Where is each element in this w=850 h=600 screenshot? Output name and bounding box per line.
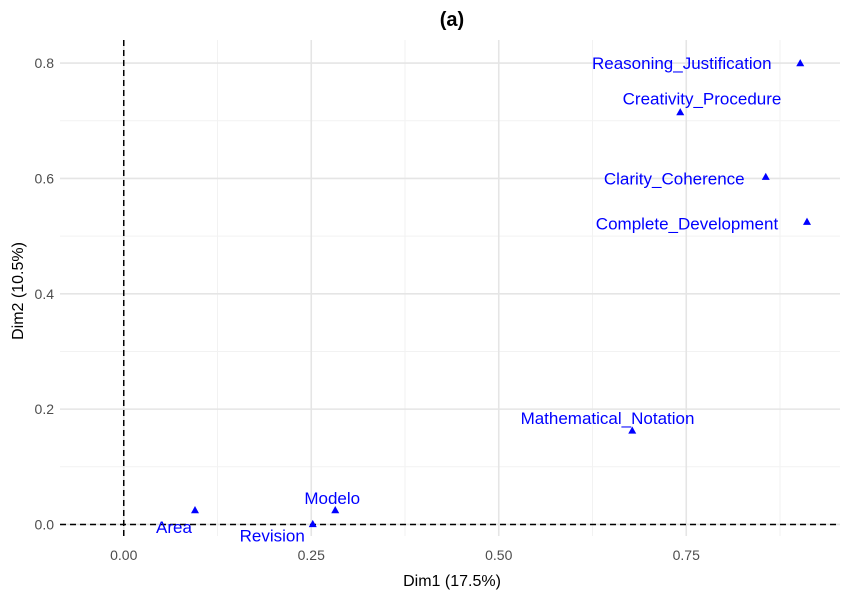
x-axis-title: Dim1 (17.5%) <box>403 573 501 590</box>
point-marker <box>676 108 685 116</box>
point-marker <box>191 506 199 514</box>
reference-lines <box>60 40 840 536</box>
point-marker <box>761 172 770 180</box>
y-tick-label: 0.4 <box>35 286 55 302</box>
point-label: Modelo <box>304 489 360 508</box>
point-labels: Reasoning_Justification Creativity_Proced… <box>156 54 781 545</box>
y-tick-label: 0.8 <box>35 55 55 71</box>
x-tick-label: 0.75 <box>673 547 700 563</box>
point-label: Creativity_Procedure <box>623 89 782 108</box>
point-marker <box>308 519 317 528</box>
point-marker <box>331 506 340 514</box>
y-tick-label: 0.6 <box>35 170 55 186</box>
point-label: Area <box>156 518 192 537</box>
point-label: Reasoning_Justification <box>592 54 772 73</box>
x-tick-label: 0.00 <box>110 547 137 563</box>
chart-title: (a) <box>440 9 464 31</box>
tick-labels: 0.00 0.25 0.50 0.75 0.0 0.2 0.4 0.6 0.8 <box>35 55 701 563</box>
x-tick-label: 0.25 <box>298 547 325 563</box>
grid <box>60 40 840 536</box>
data-points <box>191 59 811 528</box>
point-marker <box>796 59 805 67</box>
y-tick-label: 0.2 <box>35 401 55 417</box>
point-label: Mathematical_Notation <box>521 409 695 428</box>
x-tick-label: 0.50 <box>485 547 512 563</box>
y-axis-title: Dim2 (10.5%) <box>10 242 27 340</box>
point-label: Revision <box>240 526 305 545</box>
point-marker <box>628 426 637 434</box>
point-label: Complete_Development <box>596 214 779 233</box>
point-marker <box>803 217 811 225</box>
point-label: Clarity_Coherence <box>604 169 745 188</box>
y-tick-label: 0.0 <box>35 516 55 532</box>
